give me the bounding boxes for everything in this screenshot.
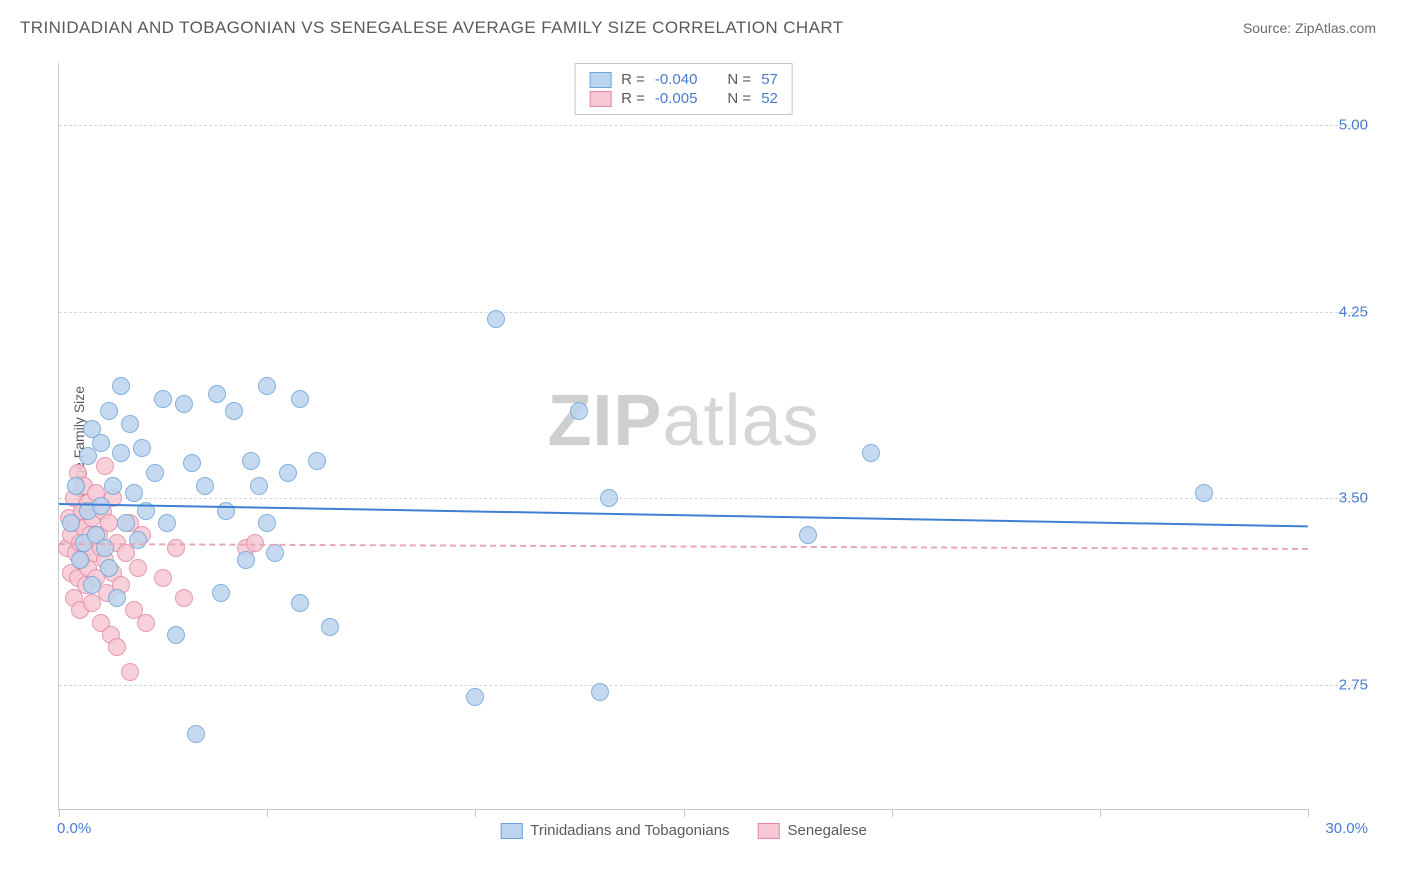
data-point bbox=[129, 559, 147, 577]
data-point bbox=[83, 576, 101, 594]
data-point bbox=[121, 663, 139, 681]
legend-n-label: N = bbox=[727, 71, 751, 88]
data-point bbox=[137, 614, 155, 632]
data-point bbox=[175, 395, 193, 413]
trend-line bbox=[59, 503, 1308, 527]
legend-r-value: -0.040 bbox=[655, 71, 698, 88]
legend-r-label: R = bbox=[621, 71, 645, 88]
legend-item: Trinidadians and Tobagonians bbox=[500, 822, 729, 839]
data-point bbox=[308, 452, 326, 470]
data-point bbox=[242, 452, 260, 470]
data-point bbox=[321, 618, 339, 636]
data-point bbox=[591, 683, 609, 701]
x-tick bbox=[892, 809, 893, 817]
data-point bbox=[466, 688, 484, 706]
series-legend: Trinidadians and Tobagonians Senegalese bbox=[500, 822, 867, 839]
data-point bbox=[92, 434, 110, 452]
data-point bbox=[266, 544, 284, 562]
data-point bbox=[167, 539, 185, 557]
legend-r-value: -0.005 bbox=[655, 90, 698, 107]
chart-title: TRINIDADIAN AND TOBAGONIAN VS SENEGALESE… bbox=[20, 18, 843, 38]
data-point bbox=[279, 464, 297, 482]
data-point bbox=[799, 526, 817, 544]
data-point bbox=[133, 439, 151, 457]
x-tick bbox=[475, 809, 476, 817]
x-tick bbox=[1308, 809, 1309, 817]
data-point bbox=[117, 514, 135, 532]
data-point bbox=[108, 638, 126, 656]
x-tick bbox=[1100, 809, 1101, 817]
y-tick-label: 2.75 bbox=[1339, 676, 1368, 693]
data-point bbox=[62, 514, 80, 532]
legend-r-label: R = bbox=[621, 90, 645, 107]
legend-row: R = -0.005 N = 52 bbox=[589, 89, 778, 108]
data-point bbox=[600, 489, 618, 507]
x-tick bbox=[684, 809, 685, 817]
series-name: Trinidadians and Tobagonians bbox=[530, 822, 729, 839]
grid-line bbox=[59, 685, 1368, 686]
data-point bbox=[237, 551, 255, 569]
data-point bbox=[112, 377, 130, 395]
data-point bbox=[291, 390, 309, 408]
data-point bbox=[146, 464, 164, 482]
correlation-chart: Average Family Size ZIPatlas R = -0.040N… bbox=[20, 55, 1380, 845]
data-point bbox=[154, 569, 172, 587]
legend-n-label: N = bbox=[727, 90, 751, 107]
data-point bbox=[175, 589, 193, 607]
correlation-legend: R = -0.040 N = 57 R = -0.005 N = 52 bbox=[574, 63, 793, 115]
x-axis-min: 0.0% bbox=[57, 820, 91, 837]
legend-swatch bbox=[500, 823, 522, 839]
data-point bbox=[104, 477, 122, 495]
data-point bbox=[67, 477, 85, 495]
data-point bbox=[96, 457, 114, 475]
data-point bbox=[129, 531, 147, 549]
data-point bbox=[183, 454, 201, 472]
legend-item: Senegalese bbox=[758, 822, 867, 839]
x-tick bbox=[59, 809, 60, 817]
data-point bbox=[167, 626, 185, 644]
watermark: ZIPatlas bbox=[547, 380, 819, 462]
grid-line bbox=[59, 312, 1368, 313]
data-point bbox=[212, 584, 230, 602]
data-point bbox=[570, 402, 588, 420]
grid-line bbox=[59, 125, 1368, 126]
data-point bbox=[1195, 484, 1213, 502]
data-point bbox=[187, 725, 205, 743]
data-point bbox=[487, 310, 505, 328]
legend-swatch bbox=[589, 91, 611, 107]
data-point bbox=[862, 444, 880, 462]
data-point bbox=[196, 477, 214, 495]
legend-row: R = -0.040 N = 57 bbox=[589, 70, 778, 89]
grid-line bbox=[59, 498, 1368, 499]
legend-n-value: 57 bbox=[761, 71, 778, 88]
data-point bbox=[112, 444, 130, 462]
data-point bbox=[225, 402, 243, 420]
plot-area: ZIPatlas R = -0.040 N = 57 R = -0.005 N = 5… bbox=[58, 63, 1308, 810]
y-tick-label: 4.25 bbox=[1339, 303, 1368, 320]
data-point bbox=[100, 559, 118, 577]
data-point bbox=[125, 484, 143, 502]
series-name: Senegalese bbox=[788, 822, 867, 839]
data-point bbox=[96, 539, 114, 557]
data-point bbox=[71, 551, 89, 569]
data-point bbox=[258, 514, 276, 532]
data-point bbox=[154, 390, 172, 408]
data-point bbox=[217, 502, 235, 520]
x-axis-max: 30.0% bbox=[1325, 820, 1368, 837]
data-point bbox=[100, 402, 118, 420]
data-point bbox=[291, 594, 309, 612]
source-attribution: Source: ZipAtlas.com bbox=[1243, 20, 1376, 36]
data-point bbox=[208, 385, 226, 403]
legend-swatch bbox=[758, 823, 780, 839]
legend-n-value: 52 bbox=[761, 90, 778, 107]
data-point bbox=[258, 377, 276, 395]
data-point bbox=[250, 477, 268, 495]
y-tick-label: 5.00 bbox=[1339, 117, 1368, 134]
x-tick bbox=[267, 809, 268, 817]
data-point bbox=[158, 514, 176, 532]
data-point bbox=[121, 415, 139, 433]
data-point bbox=[108, 589, 126, 607]
legend-swatch bbox=[589, 72, 611, 88]
y-tick-label: 3.50 bbox=[1339, 490, 1368, 507]
